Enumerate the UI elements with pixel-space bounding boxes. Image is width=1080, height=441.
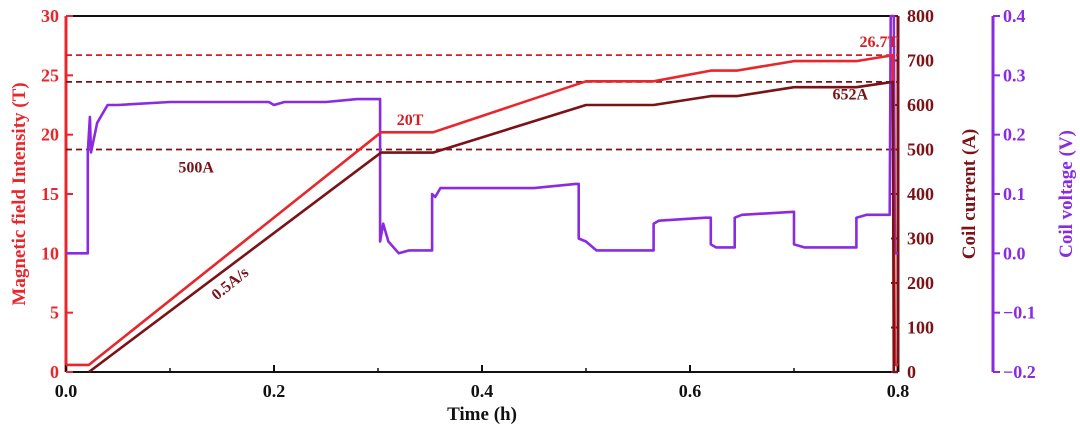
series-layer	[66, 14, 898, 374]
current-tick-label: 200	[907, 273, 934, 293]
annotation-26-7t: 26.7T	[860, 34, 899, 51]
current-series-line	[88, 80, 898, 374]
field-tick-label: 0	[50, 362, 59, 382]
field-tick-label: 10	[41, 243, 59, 263]
voltage-series-line	[66, 14, 898, 255]
annotation-20t: 20T	[397, 112, 424, 129]
x-tick-label: 0.6	[679, 381, 702, 401]
x-tick-label: 0.4	[471, 381, 494, 401]
current-tick-label: 700	[907, 51, 934, 71]
x-tick-label: 0.8	[887, 381, 910, 401]
current-tick-label: 500	[907, 140, 934, 160]
field-series-line	[66, 53, 898, 367]
current-tick-label: 600	[907, 95, 934, 115]
current-tick-label: 0	[907, 362, 916, 382]
ticks-layer: 0.0 0.2 0.4 0.6 0.80510152025300100200300400…	[41, 6, 1036, 401]
field-tick-label: 15	[41, 184, 59, 204]
field-axis-title: Magnetic field Intensity (T)	[9, 82, 30, 305]
x-tick-label: 0.2	[263, 381, 286, 401]
annotation-500a: 500A	[178, 160, 214, 177]
current-tick-label: 400	[907, 184, 934, 204]
voltage-tick-label: −0.1	[1003, 303, 1036, 323]
field-tick-label: 20	[41, 125, 59, 145]
annotation-652a: 652A	[832, 87, 868, 104]
current-tick-label: 300	[907, 229, 934, 249]
voltage-tick-label: 0.1	[1003, 184, 1026, 204]
voltage-tick-label: 0.3	[1003, 65, 1026, 85]
voltage-tick-label: −0.2	[1003, 362, 1036, 382]
annotation-ramp-rate: 0.5A/s	[209, 264, 253, 304]
voltage-tick-label: 0.0	[1003, 243, 1026, 263]
voltage-tick-label: 0.4	[1003, 6, 1026, 26]
voltage-axis-title: Coil voltage (V)	[1056, 130, 1077, 258]
field-tick-label: 25	[41, 65, 59, 85]
x-tick-label: 0.0	[55, 381, 78, 401]
reference-lines	[66, 54, 898, 151]
current-axis-title: Coil current (A)	[959, 129, 980, 260]
field-tick-label: 5	[50, 303, 59, 323]
field-tick-label: 30	[41, 6, 59, 26]
current-tick-label: 800	[907, 6, 934, 26]
voltage-tick-label: 0.2	[1003, 125, 1026, 145]
x-axis-title: Time (h)	[447, 404, 517, 425]
current-tick-label: 100	[907, 318, 934, 338]
